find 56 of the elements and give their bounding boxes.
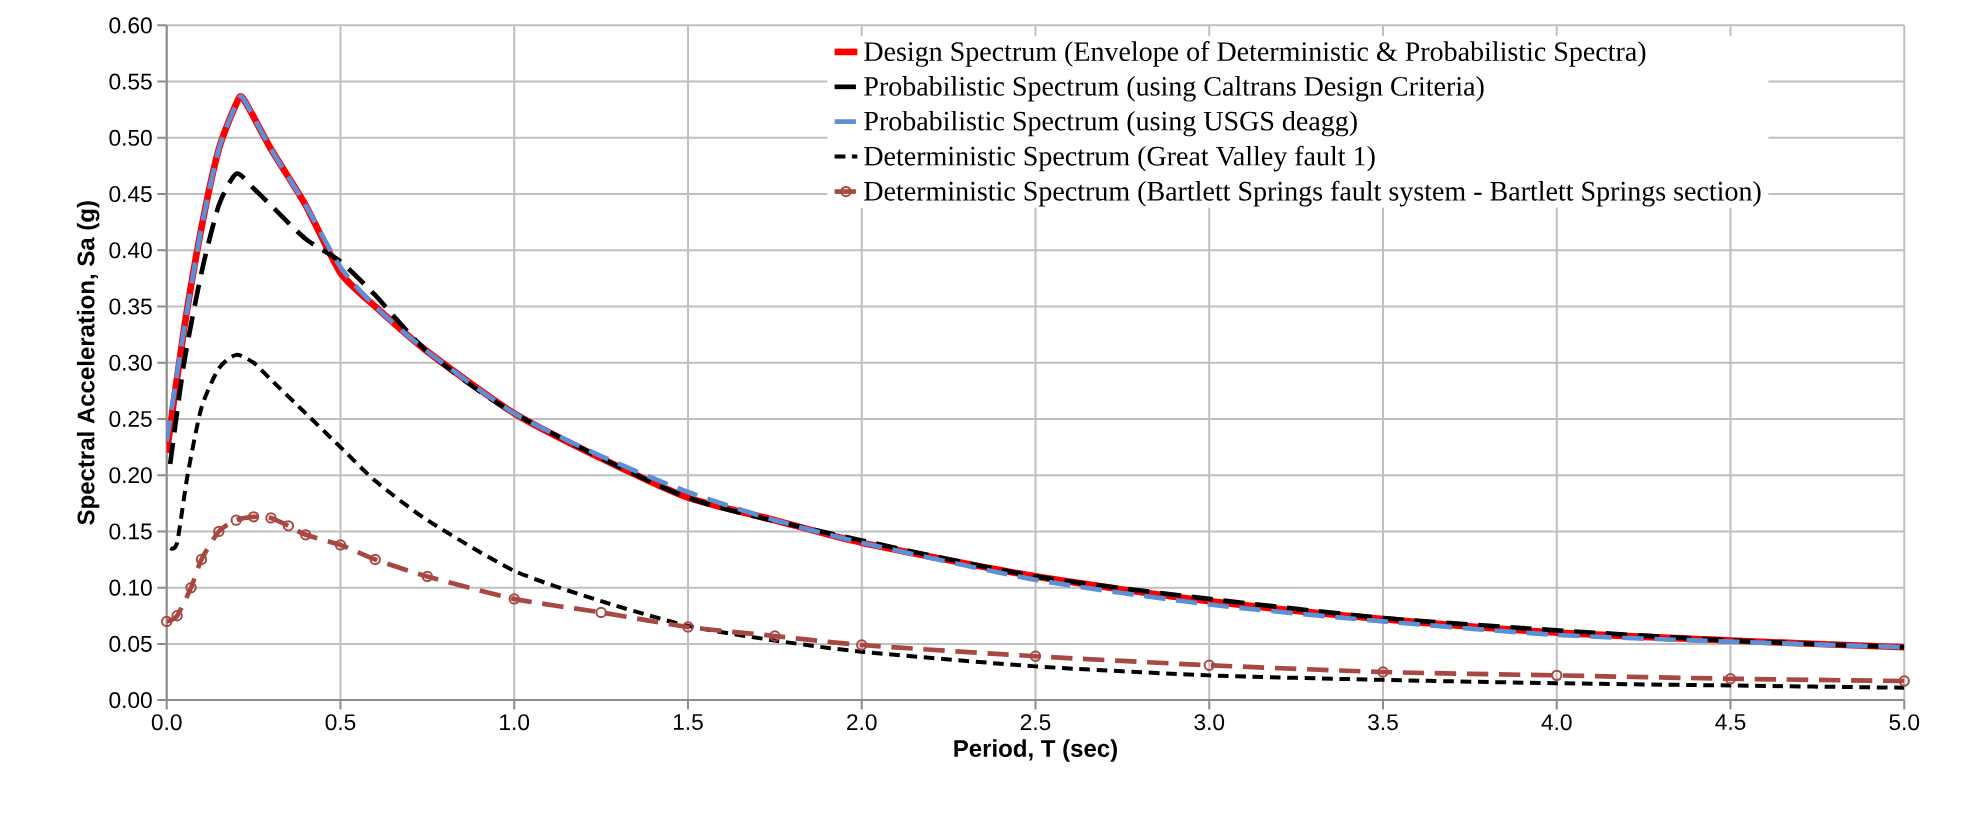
point [508,593,520,605]
point [247,510,260,523]
point [185,581,197,594]
y-tick-label: 0.15 [109,523,152,540]
line-series [168,352,1905,690]
x-tick-label: 2.0 [847,713,877,730]
legend-label: Design Spectrum (Envelope of Deterministic & Probabilistic Spectra) [864,40,1646,67]
point [161,615,173,627]
y-tick-label: 0.05 [109,635,152,652]
y-axis-title: Spectral Acceleration, Sa (g) [76,200,100,525]
point [1551,669,1563,681]
y-tick-label: 0.60 [109,17,152,34]
point [282,519,294,532]
x-axis-title: Period, T (sec) [954,739,1117,762]
point [682,621,694,633]
point [1203,659,1215,671]
legend-label: Probabilistic Spectrum (using Caltrans Design Criteria) [864,75,1484,102]
legend-label: Deterministic Spectrum (Great Valley fault 1) [864,145,1375,172]
point [300,528,312,541]
x-tick-label: 4.0 [1541,713,1572,730]
x-tick-label: 3.0 [1194,713,1225,730]
x-tick-label: 1.5 [673,713,703,730]
y-tick-label: 0.30 [109,354,152,371]
y-tick-label: 0.50 [109,129,152,146]
point [421,570,433,582]
point [1724,672,1737,685]
legend-label: Probabilistic Spectrum (using USGS deagg) [864,110,1357,137]
x-tick-label: 3.5 [1368,713,1398,730]
point [195,553,208,565]
y-tick-label: 0.35 [109,298,152,315]
x-tick-label: 1.0 [500,713,530,730]
x-tick-label: 4.5 [1715,713,1746,730]
point [369,553,381,565]
y-tick-label: 0.00 [109,691,152,708]
x-tick-label: 5.0 [1889,713,1920,730]
point [171,609,183,622]
x-tick-label: 0.5 [325,713,356,730]
point [1898,675,1910,687]
point [856,639,868,651]
x-tick-label: 2.5 [1020,713,1051,730]
legend-label: Deterministic Spectrum (Bartlett Springs fault system - Bartlett Springs section) [864,180,1761,207]
y-tick-label: 0.45 [109,185,152,202]
point [1029,650,1042,662]
point [334,539,347,551]
point [213,525,225,537]
x-tick-label: 0.0 [151,713,182,730]
y-tick-label: 0.55 [109,73,152,90]
y-tick-label: 0.25 [109,410,152,427]
y-tick-label: 0.10 [109,579,152,596]
point [769,630,781,642]
y-tick-label: 0.40 [109,242,152,259]
y-tick-label: 0.20 [109,466,152,483]
point [595,606,607,618]
point [230,514,242,526]
point [265,512,277,524]
point [1377,666,1389,678]
